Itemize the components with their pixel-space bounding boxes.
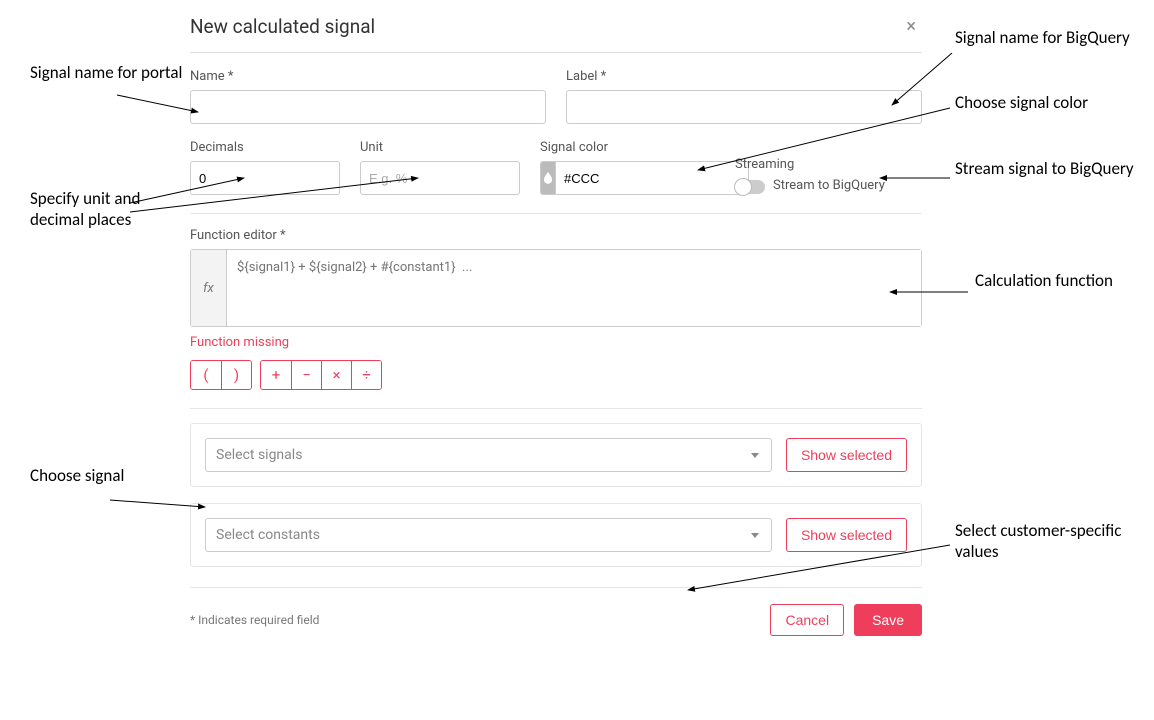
constants-box: Select constants Show selected [190,503,922,567]
stream-text: Stream to BigQuery [773,178,885,195]
required-note: * Indicates required field [190,613,319,627]
paren-group: ( ) [190,360,252,390]
save-button[interactable]: Save [854,604,922,636]
ann-name-bq: Signal name for BigQuery [955,27,1130,48]
op-plus[interactable]: + [261,361,291,389]
select-signals-placeholder: Select signals [216,447,302,463]
ann-calc-fn: Calculation function [975,270,1113,291]
ann-color: Choose signal color [955,92,1088,113]
divider [190,213,922,214]
new-calculated-signal-dialog: New calculated signal × Name * Label * D… [190,5,922,636]
show-selected-signals-button[interactable]: Show selected [786,438,907,472]
signal-color-label: Signal color [540,140,715,155]
signals-box: Select signals Show selected [190,423,922,487]
op-minus[interactable]: − [291,361,321,389]
divider [190,408,922,409]
select-constants-placeholder: Select constants [216,527,320,543]
op-multiply[interactable]: × [321,361,351,389]
ann-choose-signal: Choose signal [30,465,124,486]
select-signals-dropdown[interactable]: Select signals [205,438,772,472]
op-divide[interactable]: ÷ [351,361,381,389]
unit-input[interactable] [360,161,520,195]
name-label: Name * [190,69,546,84]
label-input[interactable] [566,90,922,124]
unit-label: Unit [360,140,520,155]
streaming-label: Streaming [735,157,922,172]
dialog-header: New calculated signal × [190,5,922,53]
function-error: Function missing [190,335,922,350]
select-constants-dropdown[interactable]: Select constants [205,518,772,552]
function-editor: fx [190,249,922,327]
function-editor-label: Function editor * [190,228,922,243]
droplet-icon [541,169,555,187]
ann-name-portal: Signal name for portal [30,62,182,83]
stream-toggle[interactable] [735,180,765,194]
fx-prefix: fx [191,250,227,326]
ann-constants: Select customer-specific values [955,520,1135,563]
decimals-input[interactable] [190,161,340,195]
dialog-title: New calculated signal [190,15,375,38]
op-close-paren[interactable]: ) [221,361,251,389]
show-selected-constants-button[interactable]: Show selected [786,518,907,552]
close-icon[interactable]: × [900,16,922,37]
name-input[interactable] [190,90,546,124]
decimals-label: Decimals [190,140,340,155]
ann-unit-dec: Specify unit and decimal places [30,188,170,231]
color-input[interactable] [555,161,749,195]
math-group: + − × ÷ [260,360,382,390]
operator-row: ( ) + − × ÷ [190,360,922,390]
function-textarea[interactable] [227,250,921,326]
op-open-paren[interactable]: ( [191,361,221,389]
cancel-button[interactable]: Cancel [770,604,844,636]
color-swatch[interactable] [540,161,555,195]
label-label: Label * [566,69,922,84]
dialog-footer: * Indicates required field Cancel Save [190,587,922,636]
ann-stream: Stream signal to BigQuery [955,158,1134,179]
